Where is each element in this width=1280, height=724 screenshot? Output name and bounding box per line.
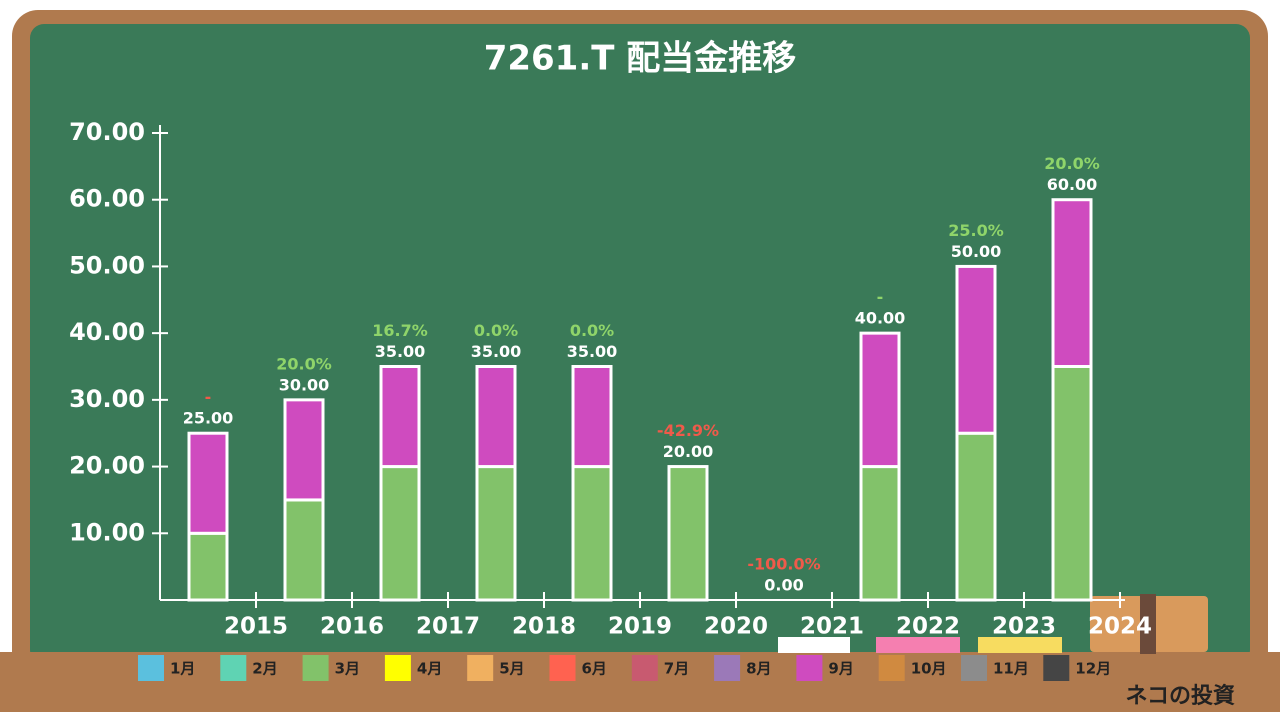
legend-swatch	[138, 655, 164, 681]
total-label: 35.00	[375, 342, 426, 361]
chart-title: 7261.T 配当金推移	[484, 39, 797, 79]
growth-label: -100.0%	[747, 555, 820, 574]
total-label: 0.00	[764, 576, 803, 595]
total-label: 60.00	[1047, 175, 1098, 194]
x-tick-label: 2021	[800, 614, 864, 640]
y-tick-label: 10.00	[69, 518, 145, 546]
legend-label: 9月	[828, 660, 853, 678]
bar-segment	[955, 264, 997, 435]
bar-segment	[283, 398, 325, 502]
legend-swatch	[467, 655, 494, 681]
legend-swatch	[549, 655, 576, 681]
legend-label: 10月	[911, 660, 947, 678]
total-label: 30.00	[279, 375, 330, 394]
x-tick-label: 2024	[1088, 614, 1152, 640]
y-tick-label: 40.00	[69, 318, 145, 346]
bar-segment	[1051, 198, 1093, 368]
growth-label: -42.9%	[657, 421, 719, 440]
legend-label: 2月	[252, 660, 277, 678]
legend-swatch	[384, 655, 411, 681]
bar-segment	[187, 431, 229, 535]
bar-segment	[475, 465, 517, 602]
bar-segment	[283, 498, 325, 602]
x-tick-label: 2018	[512, 614, 576, 640]
bar-segment	[1051, 365, 1093, 602]
growth-label: 0.0%	[474, 321, 518, 340]
legend-label: 7月	[664, 660, 689, 678]
total-label: 25.00	[183, 409, 234, 428]
bar-segment	[571, 365, 613, 469]
x-tick-label: 2015	[224, 614, 288, 640]
bar-segment	[667, 465, 709, 602]
legend-label: 6月	[582, 660, 607, 678]
growth-label: -	[205, 388, 212, 407]
y-tick-label: 70.00	[69, 118, 145, 146]
total-label: 35.00	[471, 342, 522, 361]
y-tick-label: 20.00	[69, 452, 145, 480]
legend-swatch	[1043, 655, 1070, 681]
bar-segment	[379, 465, 421, 602]
y-tick-label: 60.00	[69, 185, 145, 213]
legend-swatch	[714, 655, 741, 681]
bar-segment	[571, 465, 613, 602]
growth-label: -	[877, 288, 884, 307]
brand: ネコの投資	[1125, 683, 1235, 709]
x-tick-label: 2019	[608, 614, 672, 640]
total-label: 40.00	[855, 309, 906, 328]
growth-label: 0.0%	[570, 321, 614, 340]
legend-swatch	[796, 655, 823, 681]
bar-segment	[955, 431, 997, 602]
legend-label: 8月	[746, 660, 771, 678]
total-label: 20.00	[663, 442, 714, 461]
chalk	[978, 637, 1062, 653]
legend-swatch	[878, 655, 905, 681]
legend-label: 11月	[993, 660, 1029, 678]
total-label: 50.00	[951, 242, 1002, 261]
x-tick-label: 2023	[992, 614, 1056, 640]
bar-segment	[859, 331, 901, 469]
legend-label: 1月	[170, 660, 195, 678]
legend-swatch	[961, 655, 987, 681]
chalk	[876, 637, 960, 653]
x-tick-label: 2020	[704, 614, 768, 640]
y-tick-label: 30.00	[69, 385, 145, 413]
legend-swatch	[220, 655, 247, 681]
bar-segment	[379, 365, 421, 469]
legend-label: 5月	[499, 660, 524, 678]
legend-label: 4月	[417, 660, 442, 678]
bar-segment	[475, 365, 517, 469]
legend-label: 12月	[1075, 660, 1111, 678]
growth-label: 25.0%	[948, 221, 1004, 240]
x-tick-label: 2017	[416, 614, 480, 640]
legend-label: 3月	[335, 660, 360, 678]
total-label: 35.00	[567, 342, 618, 361]
bar-segment	[859, 465, 901, 602]
eraser-band	[1140, 594, 1156, 654]
chalk	[778, 637, 850, 653]
legend-swatch	[631, 655, 658, 681]
growth-label: 16.7%	[372, 321, 428, 340]
y-tick-label: 50.00	[69, 251, 145, 279]
x-tick-label: 2022	[896, 614, 960, 640]
bar-segment	[187, 531, 229, 602]
chalkboard	[30, 24, 1250, 664]
legend-swatch	[302, 655, 329, 681]
x-tick-label: 2016	[320, 614, 384, 640]
growth-label: 20.0%	[276, 354, 332, 373]
growth-label: 20.0%	[1044, 154, 1100, 173]
